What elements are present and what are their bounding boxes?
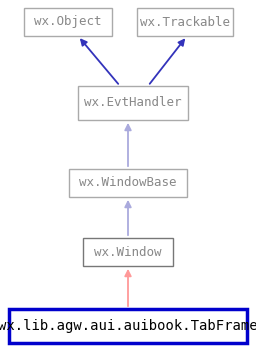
FancyBboxPatch shape <box>137 8 233 36</box>
FancyBboxPatch shape <box>78 86 188 120</box>
Text: wx.Object: wx.Object <box>34 15 102 29</box>
FancyBboxPatch shape <box>24 8 112 36</box>
FancyBboxPatch shape <box>69 169 187 197</box>
Text: wx.Trackable: wx.Trackable <box>140 15 230 29</box>
Text: wx.EvtHandler: wx.EvtHandler <box>84 97 182 110</box>
FancyBboxPatch shape <box>9 309 247 343</box>
Text: wx.Window: wx.Window <box>94 245 162 259</box>
Text: wx.WindowBase: wx.WindowBase <box>79 177 177 190</box>
FancyBboxPatch shape <box>83 238 173 266</box>
Text: wx.lib.agw.aui.auibook.TabFrame: wx.lib.agw.aui.auibook.TabFrame <box>0 319 256 333</box>
